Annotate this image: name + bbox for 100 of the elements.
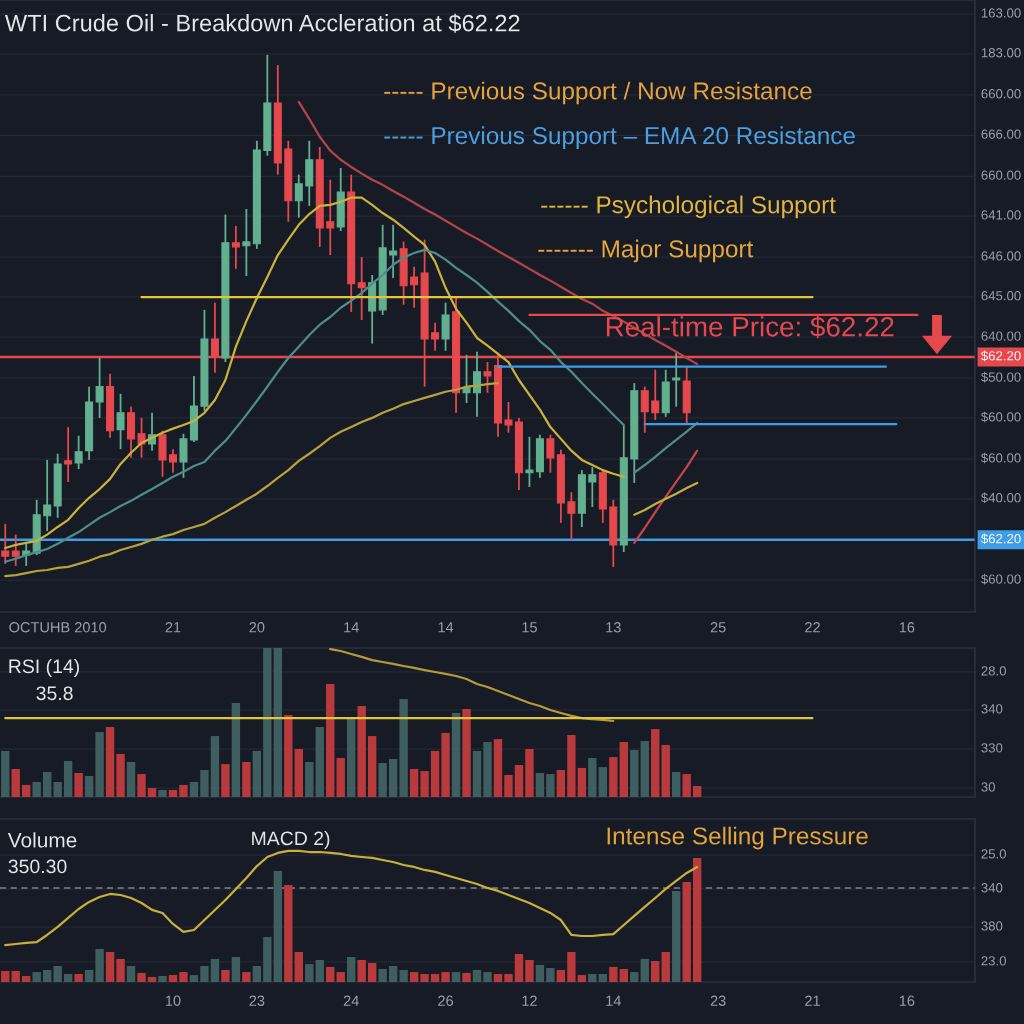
candlestick <box>179 432 188 479</box>
x-tick-label: 24 <box>343 995 359 1006</box>
bar <box>514 953 524 982</box>
candlestick <box>651 368 660 421</box>
bar <box>179 784 188 797</box>
bar <box>326 684 335 797</box>
bar <box>567 951 576 982</box>
bar <box>231 702 241 797</box>
x-tick-label: 21 <box>165 622 181 633</box>
x-tick-label: 13 <box>606 622 621 633</box>
bar <box>32 781 41 797</box>
bar <box>347 956 356 982</box>
x-tick-label: 12 <box>522 995 537 1006</box>
bar <box>619 969 628 982</box>
bar <box>158 790 167 797</box>
bar <box>367 963 377 982</box>
bar <box>42 969 52 982</box>
candlestick <box>504 401 513 434</box>
bar <box>692 857 702 982</box>
candlestick <box>64 426 73 483</box>
text: 23.0 <box>981 956 1007 966</box>
bar <box>409 768 419 797</box>
bar <box>116 958 125 982</box>
candlestick <box>588 466 597 508</box>
bar <box>74 974 83 982</box>
bar <box>378 763 387 797</box>
bar <box>399 969 408 982</box>
candlestick <box>242 208 251 277</box>
text: 645.00 <box>981 291 1021 301</box>
text: 340 <box>981 883 1003 893</box>
bar <box>567 735 576 797</box>
x-tick-label: 21 <box>805 995 820 1006</box>
annotation: ------- Major Support <box>538 239 754 263</box>
bar <box>200 966 209 982</box>
bar <box>546 967 555 982</box>
text: 660.00 <box>981 89 1021 99</box>
x-tick-label: 15 <box>522 622 537 633</box>
text: Intense Selling Pressure <box>607 826 868 850</box>
text: 640.00 <box>981 331 1021 341</box>
bar <box>651 961 660 982</box>
bar <box>1 750 10 797</box>
text: 380 <box>981 921 1003 931</box>
text: 183.00 <box>981 48 1021 58</box>
bar <box>273 648 283 797</box>
x-tick-label: 25 <box>710 622 726 633</box>
bar <box>451 712 461 797</box>
bar <box>441 732 450 797</box>
bar <box>168 790 178 797</box>
candlestick <box>74 434 83 471</box>
bar <box>315 959 324 982</box>
bar <box>284 885 293 982</box>
bar <box>661 745 670 797</box>
bar <box>189 781 199 797</box>
bar <box>682 774 691 797</box>
text: $60.00 <box>980 452 1021 464</box>
bar <box>640 740 649 797</box>
bar <box>42 771 52 797</box>
bar <box>409 972 419 982</box>
bar <box>462 708 471 797</box>
bar <box>294 951 303 982</box>
bar <box>242 761 251 797</box>
bar <box>483 972 492 982</box>
x-tick-label: 20 <box>249 622 265 633</box>
annotation: ----- Previous Support / Now Resistance <box>384 81 812 105</box>
bar <box>630 972 639 982</box>
text: 35.8 <box>36 686 73 701</box>
bar <box>525 959 534 982</box>
x-tick-label: OCTUHB 2010 <box>9 622 107 633</box>
bar <box>95 732 104 797</box>
chart-title: WTI Crude Oil - Breakdown Accleration at $62.22 <box>4 13 520 33</box>
bar <box>577 767 587 797</box>
bar <box>682 882 691 982</box>
bar <box>210 736 220 797</box>
bar <box>284 715 293 797</box>
bar <box>263 936 272 982</box>
bar <box>252 966 262 982</box>
text: $60.00 <box>980 411 1021 423</box>
text: $50.00 <box>980 371 1021 383</box>
bar <box>609 966 618 982</box>
bar <box>493 739 503 797</box>
text: $40.00 <box>980 492 1021 504</box>
candlestick <box>231 224 240 270</box>
bar <box>32 972 41 982</box>
bar <box>84 969 94 982</box>
bar <box>388 966 398 982</box>
bar <box>305 964 314 982</box>
bar <box>22 975 31 982</box>
bar <box>221 764 230 797</box>
bar <box>399 698 408 797</box>
bar <box>420 771 429 797</box>
bar <box>651 729 660 797</box>
bar <box>672 771 681 797</box>
bar <box>504 774 513 797</box>
bar <box>126 966 136 982</box>
bar <box>200 770 209 797</box>
text: MACD 2) <box>252 830 330 850</box>
bar <box>273 871 283 982</box>
bar <box>577 975 587 982</box>
x-tick-label: 10 <box>165 995 181 1006</box>
bar <box>22 784 31 797</box>
